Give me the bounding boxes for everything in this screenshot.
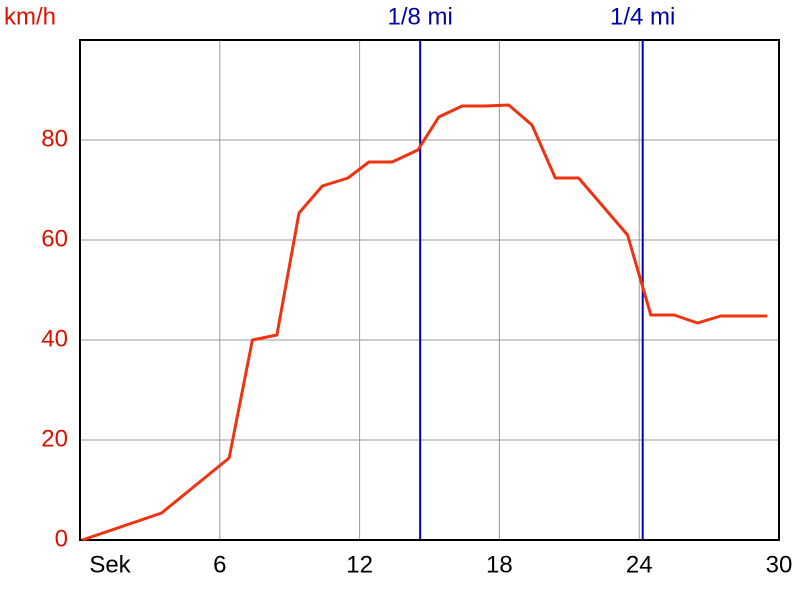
y-tick-label: 60 — [41, 225, 68, 252]
x-tick-label: Sek — [89, 551, 131, 578]
speed-line — [81, 103, 768, 542]
plot-frame — [79, 39, 780, 541]
x-tick-label: 6 — [213, 551, 226, 578]
distance-marker-label: 1/4 mi — [610, 3, 675, 30]
y-tick-label: 40 — [41, 325, 68, 352]
y-tick-label: 20 — [41, 425, 68, 452]
x-tick-label: 24 — [626, 551, 653, 578]
distance-marker-label: 1/8 mi — [388, 3, 453, 30]
x-tick-label: 18 — [486, 551, 513, 578]
y-tick-label: 0 — [55, 525, 68, 552]
x-tick-label: 12 — [346, 551, 373, 578]
x-tick-label: 30 — [766, 551, 793, 578]
y-tick-label: 80 — [41, 125, 68, 152]
y-axis-label: km/h — [4, 3, 56, 30]
